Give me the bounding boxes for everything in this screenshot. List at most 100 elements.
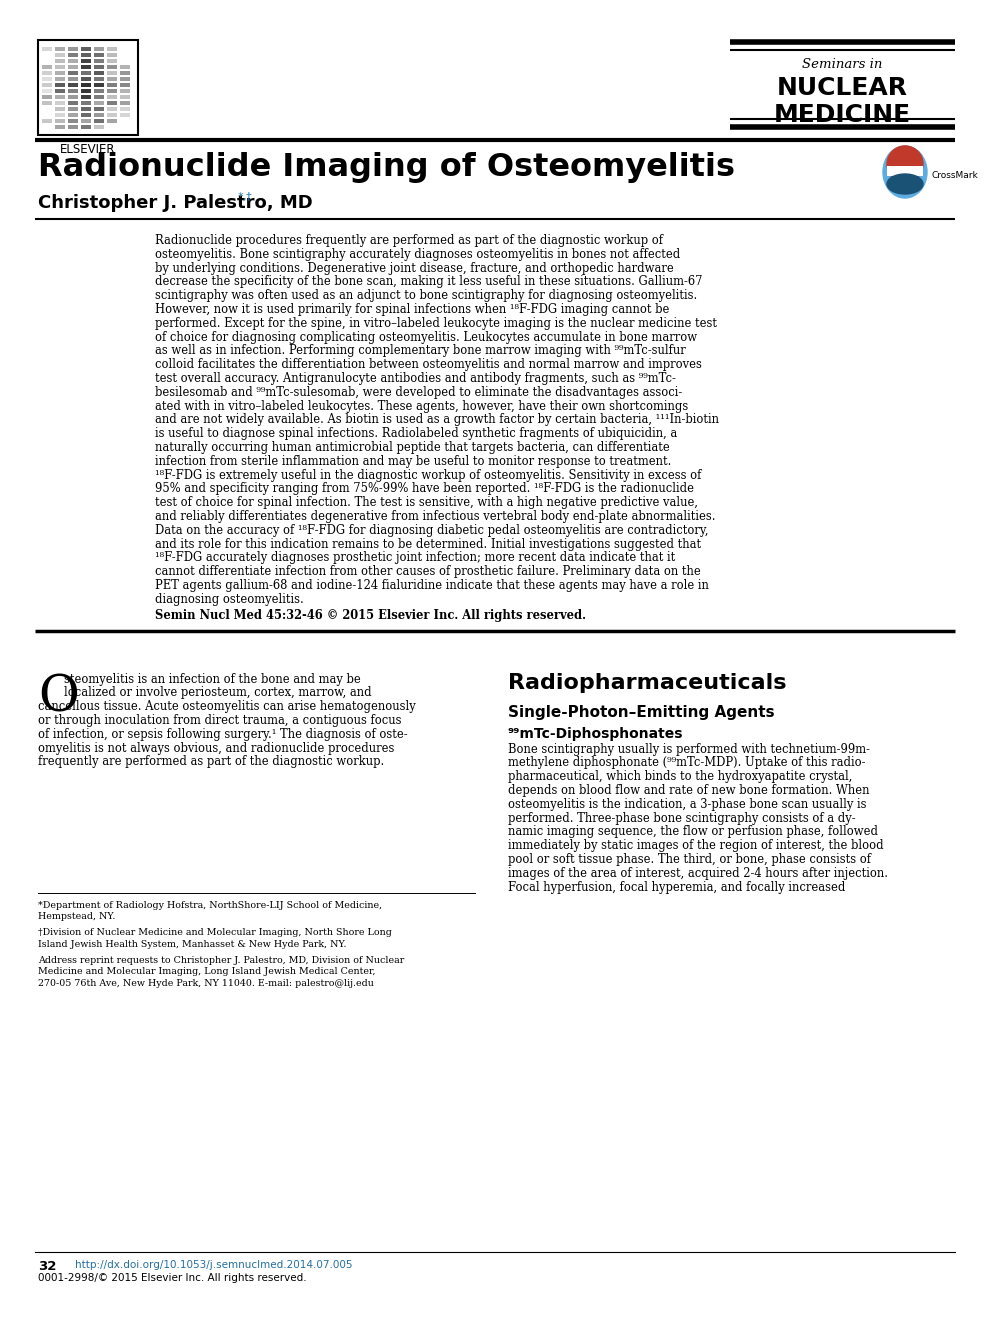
Text: http://dx.doi.org/10.1053/j.semnuclmed.2014.07.005: http://dx.doi.org/10.1053/j.semnuclmed.2… xyxy=(75,1261,352,1270)
Bar xyxy=(107,59,117,63)
Bar xyxy=(107,83,117,87)
Bar xyxy=(120,107,130,111)
Text: performed. Except for the spine, in vitro–labeled leukocyte imaging is the nucle: performed. Except for the spine, in vitr… xyxy=(155,317,717,330)
Bar xyxy=(55,88,65,92)
Text: diagnosing osteomyelitis.: diagnosing osteomyelitis. xyxy=(155,593,304,606)
Bar xyxy=(107,95,117,99)
Bar xyxy=(107,53,117,57)
Bar xyxy=(81,95,91,99)
Text: namic imaging sequence, the flow or perfusion phase, followed: namic imaging sequence, the flow or perf… xyxy=(508,825,878,838)
Bar xyxy=(55,114,65,117)
Bar xyxy=(120,77,130,81)
Bar xyxy=(94,102,104,106)
Text: test overall accuracy. Antigranulocyte antibodies and antibody fragments, such a: test overall accuracy. Antigranulocyte a… xyxy=(155,372,676,385)
Bar xyxy=(68,88,78,92)
Bar xyxy=(94,95,104,99)
Bar xyxy=(94,119,104,123)
Bar xyxy=(81,77,91,81)
Text: decrease the specificity of the bone scan, making it less useful in these situat: decrease the specificity of the bone sca… xyxy=(155,276,703,288)
Text: of infection, or sepsis following surgery.¹ The diagnosis of oste-: of infection, or sepsis following surger… xyxy=(38,727,408,741)
Bar xyxy=(68,119,78,123)
Bar xyxy=(42,71,52,75)
Bar xyxy=(107,88,117,92)
Bar xyxy=(55,59,65,63)
Ellipse shape xyxy=(887,174,923,194)
Text: ELSEVIER: ELSEVIER xyxy=(60,143,116,156)
Text: naturally occurring human antimicrobial peptide that targets bacteria, can diffe: naturally occurring human antimicrobial … xyxy=(155,441,670,454)
Bar xyxy=(55,119,65,123)
Bar xyxy=(68,71,78,75)
Bar xyxy=(55,102,65,106)
Text: infection from sterile inflammation and may be useful to monitor response to tre: infection from sterile inflammation and … xyxy=(155,455,671,467)
Text: Radiopharmaceuticals: Radiopharmaceuticals xyxy=(508,673,786,693)
Bar xyxy=(68,125,78,129)
Text: and reliably differentiates degenerative from infectious vertebral body end-plat: and reliably differentiates degenerative… xyxy=(155,510,716,523)
Text: Focal hyperfusion, focal hyperemia, and focally increased: Focal hyperfusion, focal hyperemia, and … xyxy=(508,880,845,894)
Text: performed. Three-phase bone scintigraphy consists of a dy-: performed. Three-phase bone scintigraphy… xyxy=(508,812,855,825)
Text: ated with in vitro–labeled leukocytes. These agents, however, have their own sho: ated with in vitro–labeled leukocytes. T… xyxy=(155,400,688,413)
Bar xyxy=(94,59,104,63)
Bar xyxy=(94,77,104,81)
Text: O: O xyxy=(38,673,79,722)
Bar xyxy=(42,65,52,69)
Bar xyxy=(42,88,52,92)
Bar xyxy=(81,71,91,75)
Bar xyxy=(42,48,52,51)
Text: NUCLEAR: NUCLEAR xyxy=(777,77,908,100)
Text: Data on the accuracy of ¹⁸F-FDG for diagnosing diabetic pedal osteomyelitis are : Data on the accuracy of ¹⁸F-FDG for diag… xyxy=(155,524,709,537)
Text: 32: 32 xyxy=(38,1261,56,1272)
Text: MEDICINE: MEDICINE xyxy=(774,103,911,127)
Text: methylene diphosphonate (⁹⁹mTc-MDP). Uptake of this radio-: methylene diphosphonate (⁹⁹mTc-MDP). Upt… xyxy=(508,756,865,770)
Bar xyxy=(94,71,104,75)
Text: CrossMark: CrossMark xyxy=(931,172,978,181)
Bar xyxy=(107,48,117,51)
Bar xyxy=(107,114,117,117)
Text: osteomyelitis. Bone scintigraphy accurately diagnoses osteomyelitis in bones not: osteomyelitis. Bone scintigraphy accurat… xyxy=(155,248,680,261)
Bar xyxy=(55,53,65,57)
Bar xyxy=(55,83,65,87)
Text: ¹⁸F-FDG accurately diagnoses prosthetic joint infection; more recent data indica: ¹⁸F-FDG accurately diagnoses prosthetic … xyxy=(155,552,675,565)
Text: *,†: *,† xyxy=(238,191,252,202)
Text: omyelitis is not always obvious, and radionuclide procedures: omyelitis is not always obvious, and rad… xyxy=(38,742,394,755)
Bar xyxy=(94,48,104,51)
Bar xyxy=(81,48,91,51)
Text: Christopher J. Palestro, MD: Christopher J. Palestro, MD xyxy=(38,194,313,213)
Text: by underlying conditions. Degenerative joint disease, fracture, and orthopedic h: by underlying conditions. Degenerative j… xyxy=(155,261,674,275)
Text: Radionuclide Imaging of Osteomyelitis: Radionuclide Imaging of Osteomyelitis xyxy=(38,152,735,183)
Bar xyxy=(94,88,104,92)
Bar xyxy=(68,95,78,99)
Bar xyxy=(42,77,52,81)
Text: However, now it is used primarily for spinal infections when ¹⁸F-FDG imaging can: However, now it is used primarily for sp… xyxy=(155,304,669,315)
Text: Medicine and Molecular Imaging, Long Island Jewish Medical Center,: Medicine and Molecular Imaging, Long Isl… xyxy=(38,968,375,977)
Ellipse shape xyxy=(883,147,927,198)
Bar xyxy=(42,83,52,87)
Bar xyxy=(68,114,78,117)
Bar xyxy=(107,102,117,106)
Bar xyxy=(94,125,104,129)
Bar xyxy=(68,48,78,51)
Bar xyxy=(120,102,130,106)
Text: ⁹⁹mTc-Diphosphonates: ⁹⁹mTc-Diphosphonates xyxy=(508,726,683,741)
Bar xyxy=(120,71,130,75)
Bar xyxy=(42,102,52,106)
Bar xyxy=(81,59,91,63)
Text: test of choice for spinal infection. The test is sensitive, with a high negative: test of choice for spinal infection. The… xyxy=(155,496,698,510)
Text: Radionuclide procedures frequently are performed as part of the diagnostic worku: Radionuclide procedures frequently are p… xyxy=(155,234,663,247)
Bar xyxy=(55,65,65,69)
Bar xyxy=(55,48,65,51)
Text: frequently are performed as part of the diagnostic workup.: frequently are performed as part of the … xyxy=(38,755,384,768)
Text: Semin Nucl Med 45:32-46 © 2015 Elsevier Inc. All rights reserved.: Semin Nucl Med 45:32-46 © 2015 Elsevier … xyxy=(155,609,586,622)
Bar xyxy=(42,95,52,99)
Bar xyxy=(81,107,91,111)
Bar xyxy=(55,125,65,129)
Bar xyxy=(68,65,78,69)
Text: PET agents gallium-68 and iodine-124 fialuridine indicate that these agents may : PET agents gallium-68 and iodine-124 fia… xyxy=(155,579,709,591)
Bar xyxy=(55,107,65,111)
Bar xyxy=(107,77,117,81)
Text: Single-Photon–Emitting Agents: Single-Photon–Emitting Agents xyxy=(508,705,774,719)
Bar xyxy=(94,53,104,57)
Bar xyxy=(887,166,923,176)
Text: scintigraphy was often used as an adjunct to bone scintigraphy for diagnosing os: scintigraphy was often used as an adjunc… xyxy=(155,289,697,302)
Bar xyxy=(107,65,117,69)
Text: images of the area of interest, acquired 2-4 hours after injection.: images of the area of interest, acquired… xyxy=(508,867,888,880)
